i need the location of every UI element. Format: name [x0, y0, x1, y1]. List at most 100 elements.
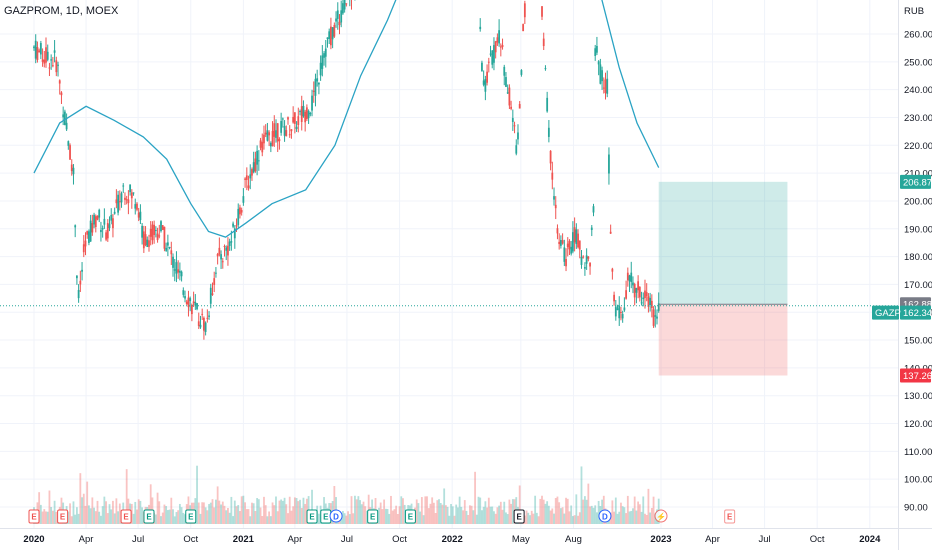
volume-bar: [163, 504, 166, 524]
volume-bar: [237, 505, 240, 524]
volume-bar: [293, 497, 296, 524]
earnings-marker[interactable]: E: [57, 509, 69, 524]
volume-bar: [290, 510, 293, 524]
volume-bar: [508, 499, 511, 524]
candle-body: [335, 18, 337, 22]
candle-body: [221, 261, 224, 263]
candle-body: [136, 203, 138, 210]
candle-body: [233, 228, 236, 239]
dividend-marker[interactable]: D: [329, 509, 343, 523]
volume-bar: [182, 512, 185, 524]
volume-bar: [343, 513, 346, 524]
volume-bar: [105, 501, 107, 524]
earnings-marker[interactable]: E: [404, 509, 416, 524]
candle-body: [118, 201, 121, 203]
volume-bar: [620, 502, 622, 524]
candle-body: [281, 118, 284, 120]
time-tick-label: 2023: [650, 534, 671, 545]
volume-bar: [156, 492, 159, 524]
candle-body: [76, 275, 78, 279]
volume-bar: [175, 512, 178, 524]
candle-body: [300, 106, 303, 122]
candle-body: [268, 132, 271, 136]
volume-bar: [541, 495, 543, 524]
volume-bar: [263, 496, 265, 524]
volume-bar: [225, 510, 228, 524]
price-tick-label: 90.00: [904, 503, 928, 514]
price-tick-label: 180.00: [904, 252, 932, 263]
earnings-marker[interactable]: E: [143, 509, 155, 524]
earnings-marker[interactable]: E: [306, 509, 318, 524]
candle-body: [249, 174, 252, 179]
candle-body: [148, 240, 150, 247]
dividend-marker[interactable]: D: [598, 509, 612, 523]
volume-bar: [578, 512, 581, 524]
candle-body: [589, 262, 591, 267]
earnings-marker[interactable]: E: [185, 509, 197, 524]
candle-body: [635, 287, 638, 293]
candle-body: [256, 150, 259, 165]
moving-average-line: [33, 0, 660, 238]
candle-body: [556, 228, 559, 234]
volume-bar: [130, 503, 133, 524]
earnings-marker[interactable]: E: [320, 509, 332, 524]
volume-bar: [347, 511, 349, 524]
volume-bar: [360, 504, 363, 524]
volume-bar: [77, 513, 80, 524]
candle-body: [647, 296, 650, 307]
volume-bar: [542, 499, 545, 524]
volume-bar: [426, 496, 428, 524]
candle-body: [275, 130, 277, 138]
volume-bar: [230, 496, 233, 524]
volume-bar: [625, 513, 628, 524]
volume-bar: [184, 514, 186, 524]
volume-bar: [88, 505, 90, 524]
earnings-marker[interactable]: E: [724, 509, 736, 524]
volume-bar: [652, 496, 655, 524]
candle-body: [108, 224, 111, 229]
volume-bar: [204, 507, 207, 524]
target-price-badge: 206.87: [900, 174, 932, 189]
volume-bar: [381, 509, 384, 524]
volume-bar: [46, 511, 49, 524]
volume-bar: [649, 512, 652, 524]
candle-body: [561, 240, 564, 244]
volume-bar: [345, 515, 348, 524]
volume-bar: [469, 505, 471, 524]
candle-body: [34, 40, 37, 59]
candle-body: [36, 47, 39, 60]
volume-bar: [113, 513, 116, 524]
volume-bar: [632, 508, 634, 524]
volume-bar: [247, 509, 250, 524]
volume-bar: [51, 510, 54, 524]
volume-bar: [448, 515, 451, 524]
volume-bar: [245, 509, 248, 524]
earnings-marker[interactable]: E: [513, 509, 525, 524]
candle-body: [493, 45, 495, 63]
volume-bar: [280, 499, 283, 524]
earnings-marker[interactable]: E: [120, 509, 132, 524]
volume-bar: [638, 504, 641, 524]
volume-bar: [364, 506, 367, 524]
candle-body: [251, 169, 253, 176]
split-marker[interactable]: ⚡: [654, 509, 668, 523]
volume-bar: [613, 511, 615, 524]
candles: [33, 0, 660, 524]
candle-body: [63, 111, 66, 125]
earnings-marker[interactable]: E: [28, 509, 40, 524]
candle-body: [110, 214, 113, 221]
volume-bar: [201, 502, 204, 524]
volume-bar: [333, 486, 336, 524]
candle-body: [189, 298, 192, 302]
candle-body: [503, 66, 506, 76]
volume-bar: [118, 503, 121, 524]
volume-bar: [580, 466, 583, 524]
candle-body: [51, 65, 54, 67]
candle-body: [599, 64, 602, 84]
candle-body: [211, 293, 214, 295]
earnings-marker[interactable]: E: [367, 509, 379, 524]
candle-body: [232, 223, 234, 227]
candle-body: [601, 70, 603, 82]
